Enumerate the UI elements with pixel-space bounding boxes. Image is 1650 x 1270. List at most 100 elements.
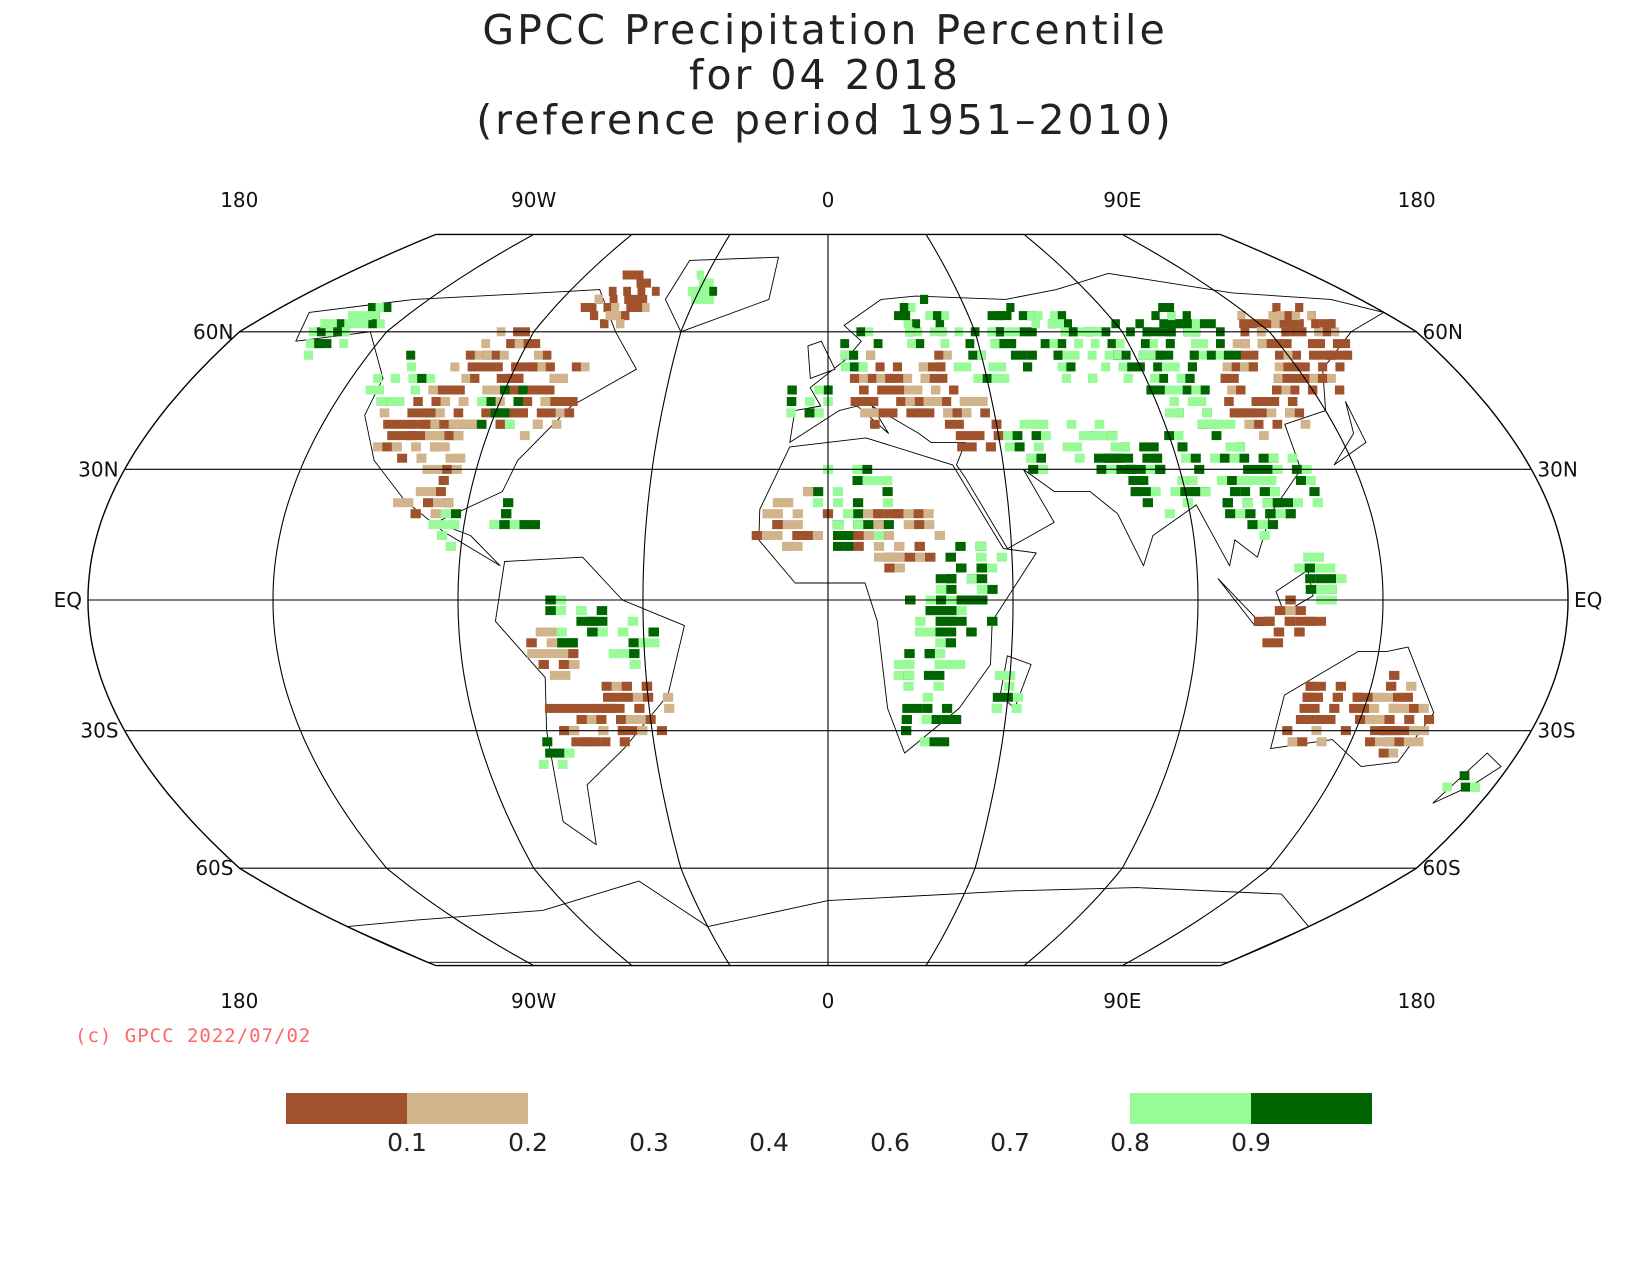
percentile-cell bbox=[430, 419, 440, 429]
percentile-cell bbox=[1230, 487, 1241, 497]
lat-label-right: 60N bbox=[1423, 320, 1463, 344]
percentile-cell bbox=[1329, 703, 1340, 713]
percentile-cell bbox=[1023, 362, 1033, 372]
percentile-cell bbox=[1031, 319, 1040, 329]
percentile-cell bbox=[1012, 431, 1023, 441]
percentile-cell bbox=[375, 303, 384, 312]
percentile-cell bbox=[1199, 339, 1209, 349]
percentile-cell bbox=[787, 385, 797, 395]
percentile-cell bbox=[616, 715, 627, 724]
percentile-cell bbox=[1150, 487, 1161, 497]
percentile-cell bbox=[1057, 362, 1067, 372]
map-outline bbox=[87, 233, 1569, 967]
percentile-cell bbox=[621, 681, 632, 691]
percentile-cell bbox=[559, 397, 569, 406]
percentile-cell bbox=[933, 681, 944, 691]
percentile-cell bbox=[904, 660, 915, 669]
lon-label-top: 180 bbox=[220, 188, 258, 212]
percentile-cell bbox=[596, 715, 607, 724]
percentile-cell bbox=[1090, 339, 1100, 349]
percentile-cell bbox=[436, 531, 448, 540]
percentile-cell bbox=[576, 715, 587, 724]
percentile-cell bbox=[641, 303, 650, 312]
percentile-cell bbox=[1305, 574, 1316, 584]
percentile-cell bbox=[792, 531, 803, 540]
percentile-cell bbox=[571, 737, 582, 747]
percentile-cell bbox=[443, 498, 454, 508]
percentile-cell bbox=[403, 498, 414, 508]
percentile-cell bbox=[1191, 385, 1201, 395]
percentile-cell bbox=[1019, 350, 1029, 360]
percentile-cell bbox=[545, 748, 556, 758]
percentile-cell bbox=[975, 541, 987, 551]
percentile-cell bbox=[1295, 303, 1304, 312]
percentile-cell bbox=[805, 397, 815, 406]
percentile-cell bbox=[1003, 431, 1013, 441]
percentile-cell bbox=[912, 703, 923, 713]
percentile-cell bbox=[616, 319, 625, 329]
percentile-cell bbox=[1216, 419, 1226, 429]
percentile-cell bbox=[440, 509, 451, 519]
percentile-cell bbox=[496, 373, 506, 383]
percentile-cell bbox=[986, 563, 998, 573]
percentile-cell bbox=[1062, 442, 1073, 452]
percentile-cell bbox=[509, 520, 520, 530]
percentile-cell bbox=[586, 715, 597, 724]
percentile-cell bbox=[1206, 350, 1216, 360]
percentile-cell bbox=[1263, 319, 1272, 329]
percentile-cell bbox=[1279, 319, 1288, 329]
percentile-cell bbox=[1305, 616, 1316, 626]
percentile-cell bbox=[628, 638, 639, 648]
percentile-cell bbox=[1394, 737, 1405, 747]
percentile-cell bbox=[1242, 498, 1253, 508]
percentile-cell bbox=[1207, 419, 1217, 429]
percentile-cell bbox=[998, 339, 1008, 349]
percentile-cell bbox=[1294, 408, 1305, 418]
percentile-cell bbox=[1388, 748, 1399, 758]
percentile-cell bbox=[410, 385, 420, 395]
percentile-cell bbox=[391, 442, 402, 452]
percentile-cell bbox=[532, 419, 543, 429]
percentile-cell bbox=[594, 294, 603, 304]
lat-label-right: EQ bbox=[1574, 588, 1602, 612]
percentile-cell bbox=[965, 431, 975, 441]
percentile-cell bbox=[1055, 319, 1064, 329]
lon-label-bottom: 90W bbox=[511, 989, 556, 1013]
percentile-cell bbox=[840, 362, 850, 372]
percentile-cell bbox=[702, 286, 710, 296]
percentile-cell bbox=[448, 520, 460, 530]
percentile-cell bbox=[634, 703, 645, 713]
percentile-cell bbox=[927, 362, 937, 372]
percentile-cell bbox=[537, 362, 547, 372]
percentile-cell bbox=[1018, 311, 1028, 321]
percentile-cell bbox=[390, 373, 400, 383]
percentile-cell bbox=[1014, 442, 1025, 452]
percentile-cell bbox=[567, 638, 578, 648]
percentile-cell bbox=[966, 627, 977, 637]
percentile-cell bbox=[946, 606, 957, 616]
percentile-cell bbox=[623, 286, 631, 296]
percentile-cell bbox=[1307, 311, 1316, 321]
percentile-cell bbox=[544, 703, 556, 713]
percentile-cell bbox=[368, 319, 377, 329]
percentile-cell bbox=[1225, 509, 1236, 519]
percentile-cell bbox=[1225, 442, 1236, 452]
percentile-cell bbox=[1070, 350, 1080, 360]
percentile-cell bbox=[873, 541, 885, 551]
percentile-cell bbox=[1295, 606, 1306, 616]
percentile-cell bbox=[1285, 606, 1296, 616]
percentile-cell bbox=[786, 397, 797, 406]
percentile-cell bbox=[568, 397, 578, 406]
percentile-cell bbox=[944, 660, 956, 669]
percentile-cell bbox=[932, 397, 943, 406]
percentile-cell bbox=[850, 397, 861, 406]
percentile-cell bbox=[1253, 419, 1264, 429]
percentile-cell bbox=[1158, 303, 1167, 312]
percentile-cell bbox=[945, 616, 957, 626]
percentile-cell bbox=[843, 541, 854, 551]
percentile-cell bbox=[840, 350, 850, 360]
percentile-cell bbox=[430, 509, 441, 519]
percentile-cell bbox=[973, 373, 983, 383]
percentile-cell bbox=[1384, 737, 1395, 747]
percentile-cell bbox=[624, 294, 633, 304]
